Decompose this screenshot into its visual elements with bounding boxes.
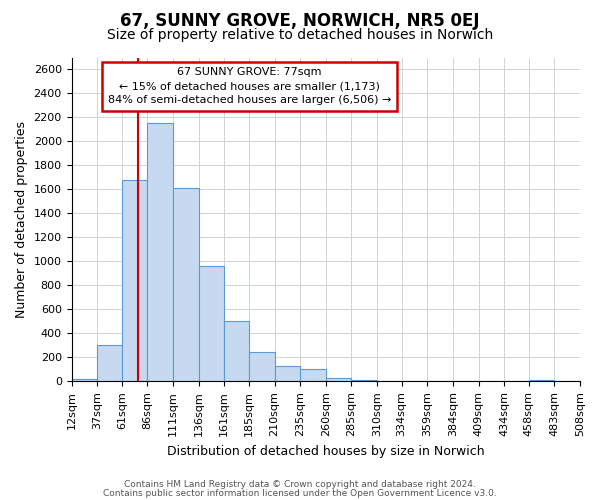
Text: Contains public sector information licensed under the Open Government Licence v3: Contains public sector information licen…	[103, 488, 497, 498]
Bar	[199, 266, 224, 382]
Bar	[97, 346, 122, 382]
Text: 67 SUNNY GROVE: 77sqm
← 15% of detached houses are smaller (1,173)
84% of semi-d: 67 SUNNY GROVE: 77sqm ← 15% of detached …	[108, 67, 391, 105]
X-axis label: Distribution of detached houses by size in Norwich: Distribution of detached houses by size …	[167, 444, 485, 458]
Bar	[122, 180, 148, 382]
Bar	[377, 381, 401, 382]
Text: 67, SUNNY GROVE, NORWICH, NR5 0EJ: 67, SUNNY GROVE, NORWICH, NR5 0EJ	[120, 12, 480, 30]
Text: Contains HM Land Registry data © Crown copyright and database right 2024.: Contains HM Land Registry data © Crown c…	[124, 480, 476, 489]
Text: Size of property relative to detached houses in Norwich: Size of property relative to detached ho…	[107, 28, 493, 42]
Bar	[224, 321, 249, 382]
Bar	[300, 370, 326, 382]
Bar	[352, 380, 377, 382]
Y-axis label: Number of detached properties: Number of detached properties	[15, 121, 28, 318]
Bar	[173, 188, 199, 382]
Bar	[275, 366, 300, 382]
Bar	[71, 379, 97, 382]
Bar	[249, 352, 275, 382]
Bar	[148, 124, 173, 382]
Bar	[529, 380, 554, 382]
Bar	[326, 378, 352, 382]
